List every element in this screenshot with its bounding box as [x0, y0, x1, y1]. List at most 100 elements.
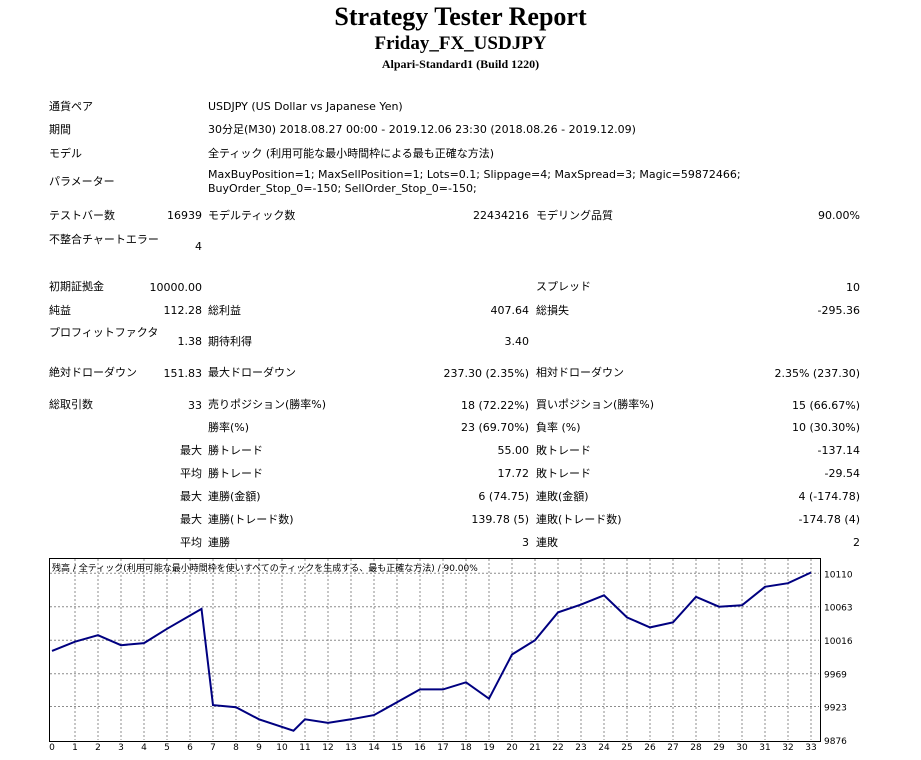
y-tick-label: 9969 [824, 671, 847, 681]
x-tick-label: 7 [210, 743, 216, 753]
quality-label: モデリング品質 [536, 209, 613, 222]
consec-wins-cnt-label: 連勝(トレード数) [208, 513, 294, 526]
x-tick-label: 0 [49, 743, 55, 753]
consec-wins-cnt-value: 139.78 (5) [471, 513, 529, 526]
avg-consec-losses-label: 連敗 [536, 536, 558, 549]
long-value: 15 (66.67%) [791, 399, 860, 412]
balance-chart [49, 558, 821, 742]
chart-title: 残高 / 全ティック(利用可能な最小時間枠を使いすべてのティックを生成する、最も… [52, 564, 478, 574]
x-tick-label: 22 [552, 743, 563, 753]
x-tick-label: 18 [460, 743, 472, 753]
long-label: 買いポジション(勝率%) [536, 398, 655, 411]
short-value: 18 (72.22%) [460, 399, 529, 412]
x-tick-label: 31 [759, 743, 770, 753]
losspct-value: 10 (30.30%) [791, 421, 860, 434]
consec-wins-amt-label: 連勝(金額) [208, 490, 261, 503]
short-label: 売りポジション(勝率%) [208, 398, 327, 411]
avg-consec-label: 平均 [180, 536, 202, 549]
average-win-value: 17.72 [497, 467, 530, 480]
avg-consec-wins-label: 連勝 [208, 536, 230, 549]
pf-value: 1.38 [177, 335, 203, 348]
mismatch-label: 不整合チャートエラー [49, 233, 159, 246]
netprofit-value: 112.28 [163, 304, 203, 317]
avg-consec-wins-value: 3 [522, 536, 529, 549]
mismatch-value: 4 [195, 240, 202, 253]
x-tick-label: 26 [644, 743, 656, 753]
consec-losses-cnt-label: 連敗(トレード数) [536, 513, 622, 526]
largest-loss-label: 敗トレード [536, 444, 591, 457]
x-tick-label: 19 [483, 743, 495, 753]
y-tick-label: 9923 [824, 704, 847, 714]
spread-label: スプレッド [536, 280, 591, 293]
x-tick-label: 9 [256, 743, 262, 753]
report-title: Strategy Tester Report [334, 2, 587, 31]
server-build: Alpari-Standard1 (Build 1220) [381, 57, 540, 71]
largest-win-value: 55.00 [497, 444, 530, 457]
params-label: パラメーター [49, 175, 115, 188]
largest-win-label: 勝トレード [208, 444, 263, 457]
x-tick-label: 3 [118, 743, 124, 753]
ea-name: Friday_FX_USDJPY [374, 33, 547, 54]
winpct-label: 勝率(%) [208, 421, 250, 434]
reldd-label: 相対ドローダウン [536, 366, 624, 379]
model-label: モデル [49, 147, 82, 160]
maxdd-label: 最大ドローダウン [208, 366, 296, 379]
x-tick-label: 29 [713, 743, 725, 753]
x-tick-label: 10 [276, 743, 288, 753]
x-tick-label: 12 [322, 743, 333, 753]
bars-value: 16939 [167, 209, 202, 222]
average-loss-value: -29.54 [824, 467, 860, 480]
x-tick-label: 6 [187, 743, 193, 753]
trades-label: 総取引数 [49, 398, 93, 411]
consec-losses-cnt-value: -174.78 (4) [798, 513, 860, 526]
x-tick-label: 20 [506, 743, 518, 753]
consec-losses-amt-value: 4 (-174.78) [798, 490, 860, 503]
consec-wins-amt-value: 6 (74.75) [478, 490, 529, 503]
y-tick-label: 9876 [824, 737, 847, 747]
symbol-value: USDJPY (US Dollar vs Japanese Yen) [208, 100, 403, 113]
x-tick-label: 4 [141, 743, 147, 753]
x-tick-label: 30 [736, 743, 748, 753]
maxdd-value: 237.30 (2.35%) [443, 367, 529, 380]
largest-label: 最大 [180, 444, 202, 457]
x-tick-label: 24 [598, 743, 610, 753]
deposit-label: 初期証拠金 [49, 280, 104, 293]
pf-label: プロフィットファクタ [49, 326, 159, 339]
average-win-label: 勝トレード [208, 467, 263, 480]
absdd-value: 151.83 [163, 367, 203, 380]
max-consec-cnt-label: 最大 [180, 513, 202, 526]
y-tick-label: 10063 [824, 604, 853, 614]
x-tick-label: 25 [621, 743, 632, 753]
model-value: 全ティック (利用可能な最小時間枠による最も正確な方法) [208, 147, 495, 160]
x-tick-label: 13 [345, 743, 356, 753]
period-label: 期間 [49, 123, 71, 136]
x-tick-label: 1 [72, 743, 78, 753]
ticks-value: 22434216 [473, 209, 529, 222]
x-tick-label: 15 [391, 743, 402, 753]
payoff-label: 期待利得 [208, 335, 252, 348]
average-label: 平均 [180, 467, 202, 480]
grossprofit-value: 407.64 [490, 304, 530, 317]
grossloss-label: 総損失 [536, 304, 569, 317]
payoff-value: 3.40 [504, 335, 530, 348]
x-tick-label: 21 [529, 743, 540, 753]
deposit-value: 10000.00 [149, 281, 203, 294]
losspct-label: 負率 (%) [536, 421, 581, 434]
x-tick-label: 5 [164, 743, 170, 753]
x-tick-label: 16 [414, 743, 426, 753]
spread-value: 10 [846, 281, 860, 294]
quality-value: 90.00% [818, 209, 860, 222]
grossloss-value: -295.36 [817, 304, 860, 317]
absdd-label: 絶対ドローダウン [49, 366, 137, 379]
x-tick-label: 32 [782, 743, 793, 753]
params-value: MaxBuyPosition=1; MaxSellPosition=1; Lot… [208, 168, 741, 195]
period-value: 30分足(M30) 2018.08.27 00:00 - 2019.12.06 … [208, 123, 636, 136]
x-tick-label: 11 [299, 743, 310, 753]
x-tick-label: 28 [690, 743, 702, 753]
y-tick-label: 10110 [824, 570, 853, 580]
reldd-value: 2.35% (237.30) [774, 367, 860, 380]
bars-label: テストバー数 [49, 209, 115, 222]
x-tick-label: 14 [368, 743, 380, 753]
x-tick-label: 27 [667, 743, 678, 753]
